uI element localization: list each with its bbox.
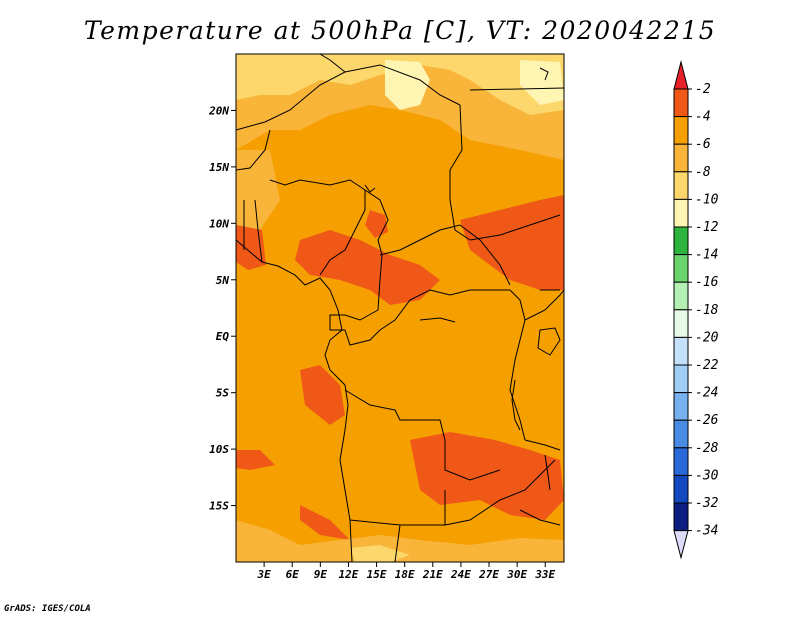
border-tanzania [524,439,561,451]
colorbar-label: -32 [695,496,719,511]
field-region-central-warm [295,230,440,305]
colorbar-label: -10 [695,192,719,207]
ne-coast [539,67,549,81]
border-congo-drc [329,289,510,346]
border-sahel-west [236,129,271,171]
credit-text: GrADS: IGES/COLA [4,604,91,614]
field-region-east-warm [460,195,564,290]
border-cameroon [364,189,389,311]
field-region-angola-warm [236,450,275,470]
colorbar-label: -18 [695,303,719,318]
colorbar-label: -30 [695,468,719,483]
lon-tick-label: 18E [395,568,415,581]
colorbar-label: -14 [695,248,718,263]
colorbar-label: -20 [695,330,719,345]
lon-tick-label: 12E [339,568,359,581]
lon-tick-label: 15E [367,568,387,581]
lon-tick-label: 3E [256,568,271,581]
field-region-north-coolest [385,60,430,110]
latitude-axis: 20N 15N 10N 5N EQ 5S 10S 15S [208,104,236,513]
field-region-coast-warm [300,365,345,425]
lon-tick-label: 6E [286,568,300,581]
border-namibia [394,524,401,562]
field-region-south-cooler [350,545,410,562]
lat-tick-label: EQ [216,330,230,343]
border-east-africa [524,289,564,321]
border-benin-togo [254,199,263,263]
field-region-south-central-warm [410,432,564,520]
lat-tick-label: 5S [216,387,230,400]
border-libya [319,54,346,73]
colorbar-swatch [673,198,689,228]
colorbar-swatch [673,88,689,118]
colorbar-bottom-arrow [673,530,689,560]
lon-tick-label: 27E [478,568,499,581]
colorbar-label: -34 [695,524,718,539]
colorbar-label: -26 [695,413,719,428]
colorbar-label: -2 [695,82,711,97]
border-egypt [469,87,564,91]
lon-tick-label: 24E [450,568,471,581]
border-drc-angola [344,389,501,481]
lat-tick-label: 15N [209,161,229,174]
colorbar-swatch [673,254,689,283]
border-chad-sudan [449,104,471,241]
colorbar-swatch [673,281,689,311]
lat-tick-label: 15S [209,500,229,513]
lon-tick-label: 30E [506,568,527,581]
map-frame [235,53,565,563]
colorbar-label: -8 [695,165,711,180]
colorbar-top-arrow [673,60,689,90]
lake-tanganyika [511,379,521,431]
field-region-nw-cool [236,150,280,235]
field-region-north-cooler [236,54,564,115]
congo-river [419,317,456,323]
colorbar-swatch [673,474,689,504]
longitude-axis: 3E 6E 9E 12E 15E 18E 21E 24E 27E 30E 33E [256,562,556,581]
colorbar-swatch [673,226,689,256]
lon-tick-label: 21E [422,568,443,581]
lake-chad [364,184,376,193]
lat-tick-label: 10N [209,217,229,230]
lon-tick-label: 9E [314,568,328,581]
temperature-field [236,54,564,562]
colorbar-label: -4 [695,110,711,125]
colorbar-swatch [673,419,689,449]
field-region-west-warm [236,225,266,270]
colorbar-swatch [673,336,689,366]
colorbar: -2 -4 -6 -8 -10 -12 -14 -16 -18 -20 -22 -24 -26 -28 -3… [673,60,719,560]
colorbar-label: -24 [695,386,718,401]
colorbar-swatch [673,171,689,200]
colorbar-swatch [673,143,689,173]
map-title: Temperature at 500hPa [C], VT: 202004221… [83,16,717,45]
colorbar-swatch [673,116,689,145]
border-angola-south [349,490,446,526]
coastline-west [236,239,353,562]
colorbar-label: -16 [695,275,719,290]
colorbar-swatch [673,502,689,532]
colorbar-label: -22 [695,358,719,373]
lon-tick-label: 33E [534,568,555,581]
field-region-south-cool [236,520,564,562]
colorbar-label: -28 [695,441,719,456]
colorbar-swatch [673,364,689,394]
lake-victoria [537,327,561,356]
border-sudan-ss [469,214,561,241]
border-mozambique [519,509,561,526]
colorbar-label: -12 [695,220,719,235]
field-region-sw-warm [300,505,350,540]
lat-tick-label: 5N [216,274,230,287]
lat-tick-label: 20N [208,104,229,117]
field-region-ne-coolest [520,60,564,105]
boundaries [236,54,564,562]
colorbar-swatch [673,392,689,421]
colorbar-label: -6 [695,137,711,152]
colorbar-swatch [673,447,689,476]
border-drc-east [509,289,526,441]
colorbar-swatch [673,309,689,338]
border-car [379,224,511,286]
lat-tick-label: 10S [209,443,229,456]
lake-malawi [544,454,551,491]
